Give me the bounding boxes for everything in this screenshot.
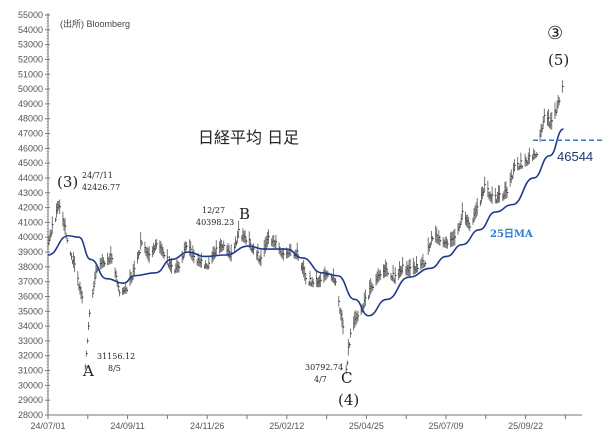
- y-tick-label: 54000: [18, 25, 43, 35]
- b-value: 40398.23: [196, 218, 235, 227]
- chart-title: 日経平均 日足: [198, 128, 300, 147]
- x-tick-label: 25/04/25: [349, 421, 384, 431]
- wave-3-label: (3): [57, 173, 79, 191]
- y-tick-label: 30000: [18, 380, 43, 390]
- y-tick-label: 43000: [18, 188, 43, 198]
- b-date: 12/27: [202, 206, 226, 215]
- y-tick-label: 35000: [18, 306, 43, 316]
- wave-4-label: (4): [338, 391, 360, 409]
- y-tick-label: 33000: [18, 336, 43, 346]
- y-tick-label: 47000: [18, 129, 43, 139]
- x-tick-label: 24/11/26: [190, 421, 224, 431]
- y-tick-label: 52000: [18, 54, 43, 64]
- y-tick-label: 36000: [18, 291, 43, 301]
- y-tick-label: 41000: [18, 217, 43, 227]
- y-tick-label: 44000: [18, 173, 43, 183]
- y-tick-label: 34000: [18, 321, 43, 331]
- ma-line: [47, 128, 564, 317]
- y-tick-label: 42000: [18, 203, 43, 213]
- wave-a-label: A: [83, 362, 94, 380]
- wave-c-label: C: [341, 369, 353, 387]
- y-tick-label: 32000: [18, 351, 43, 361]
- y-tick-label: 40000: [18, 232, 43, 242]
- peak-date: 24/7/11: [82, 171, 113, 180]
- a-date: 8/5: [108, 364, 121, 373]
- wave-5-label: (5): [548, 51, 570, 69]
- y-tick-label: 28000: [18, 410, 43, 420]
- y-tick-label: 51000: [18, 69, 43, 79]
- wave-b-label: B: [239, 205, 251, 223]
- c-value: 30792.74: [305, 363, 344, 372]
- y-tick-label: 31000: [18, 366, 43, 376]
- y-tick-label: 37000: [18, 277, 43, 287]
- y-tick-label: 45000: [18, 158, 43, 168]
- y-tick-label: 46000: [18, 143, 43, 153]
- x-tick-label: 24/09/11: [110, 421, 144, 431]
- y-tick-label: 49000: [18, 99, 43, 109]
- x-tick-label: 25/07/09: [428, 421, 463, 431]
- y-tick-label: 53000: [18, 40, 43, 50]
- x-tick-label: 24/07/01: [30, 421, 65, 431]
- c-date: 4/7: [314, 375, 327, 384]
- y-tick-label: 39000: [18, 247, 43, 257]
- y-tick-label: 29000: [18, 395, 43, 405]
- x-tick-label: 25/02/12: [269, 421, 304, 431]
- reference-value-label: 46544: [557, 149, 594, 164]
- y-tick-label: 55000: [18, 10, 43, 20]
- a-value: 31156.12: [97, 352, 136, 361]
- y-tick-label: 48000: [18, 114, 43, 124]
- ma-label: 25日MA: [490, 229, 533, 240]
- x-tick-label: 25/09/22: [508, 421, 543, 431]
- y-tick-label: 50000: [18, 84, 43, 94]
- peak-value: 42426.77: [82, 183, 121, 192]
- y-tick-label: 38000: [18, 262, 43, 272]
- wave-3-circled: ③: [547, 23, 564, 44]
- source-label: (出所) Bloomberg: [60, 19, 131, 29]
